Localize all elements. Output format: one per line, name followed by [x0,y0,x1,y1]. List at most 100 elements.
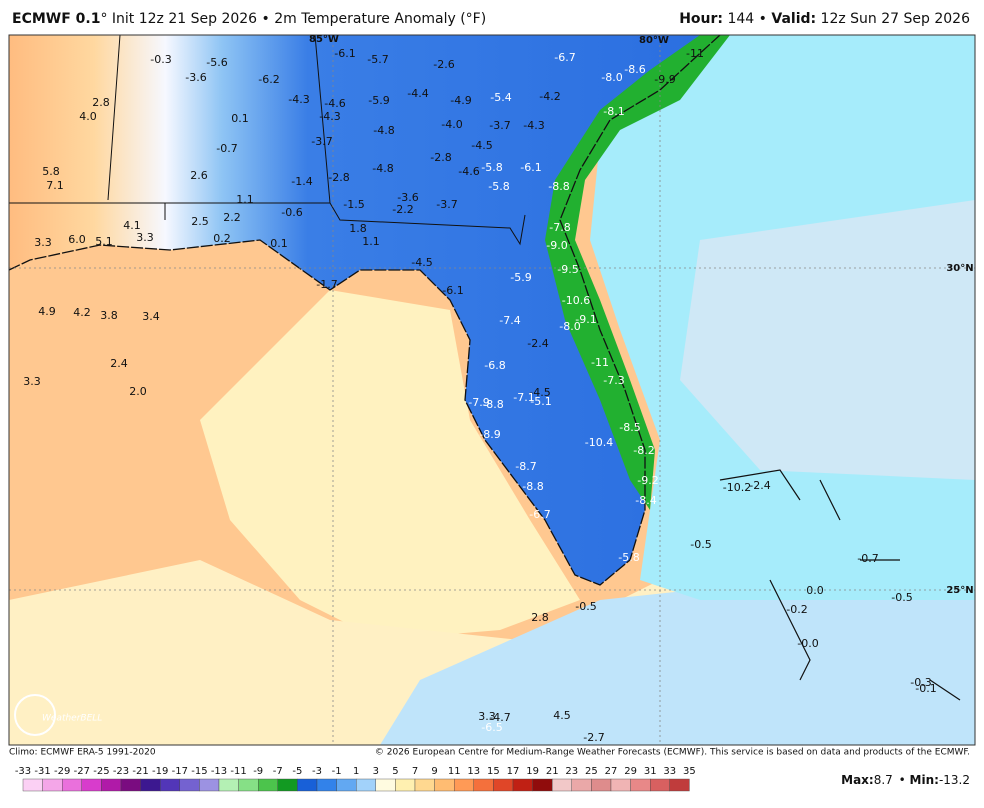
climo: Climo: ECMWF ERA-5 1991-2020 [9,748,156,758]
gulf-east [200,290,580,640]
anomaly-label: -6.2 [258,73,279,86]
anomaly-label: -6.8 [484,359,505,372]
anomaly-label: 3.4 [142,310,160,323]
colorbar-swatch [610,778,631,792]
anomaly-label: -4.5 [471,139,492,152]
anomaly-label: -0.7 [857,552,878,565]
colorbar-label: 1 [353,766,359,777]
colorbar-swatch [199,778,220,792]
caribbean [380,560,975,745]
anomaly-label: -10.2 [723,481,751,494]
max-min: Max:8.7 • Min:-13.2 [841,773,970,787]
colorbar-label: 29 [624,766,637,777]
header-right: Hour: 144 • Valid: 12z Sun 27 Sep 2026 [679,11,970,27]
anomaly-label: -2.8 [328,171,349,184]
colorbar-label: 33 [663,766,676,777]
anomaly-label: -9.5 [557,263,578,276]
anomaly-label: -7.8 [549,221,570,234]
anomaly-label: -0.6 [281,206,302,219]
colorbar-swatch [336,778,357,792]
anomaly-label: -7.3 [603,374,624,387]
anomaly-label: -8.8 [482,398,503,411]
atlantic-band [680,200,975,480]
valid-label: Valid: [771,11,816,27]
colorbar-swatch [22,778,43,792]
anomaly-label: -7.9 [468,396,489,409]
anomaly-label: -4.8 [372,162,393,175]
anomaly-label: -3.6 [185,71,206,84]
colorbar-label: 15 [487,766,500,777]
colorbar-label: -15 [191,766,207,777]
anomaly-label: -6.1 [442,284,463,297]
colorbar-swatch [512,778,533,792]
anomaly-label: -6.1 [334,47,355,60]
anomaly-label: 4.5 [553,709,571,722]
anomaly-label: -4.6 [458,165,479,178]
anomaly-label: 3.3 [34,236,52,249]
anomaly-label: 4.9 [38,305,56,318]
colorbar-label: -25 [93,766,109,777]
colorbar-label: 17 [507,766,520,777]
anomaly-label: -0.3 [910,676,931,689]
anomaly-label: -9.2 [637,474,658,487]
anomaly-label: -2.4 [527,337,548,350]
anomaly-label: 1.1 [236,193,254,206]
colorbar-swatch [375,778,396,792]
anomaly-label: -1.5 [343,198,364,211]
colorbar-swatch [81,778,102,792]
anomaly-label: -3.6 [397,191,418,204]
anomaly-label: 0.0 [806,584,824,597]
colorbar-label: 9 [431,766,437,777]
anomaly-label: -8.5 [619,421,640,434]
anomaly-label: -8.9 [479,428,500,441]
anomaly-label: -5.8 [618,551,639,564]
colorbar-swatch [669,778,690,792]
anomaly-label: -0.1 [915,682,936,695]
anomaly-label: 3.3 [23,375,41,388]
colorbar-label: 25 [585,766,598,777]
anomaly-label: -7.4 [499,314,520,327]
anomaly-label: -11 [591,356,609,369]
logo-globe [14,694,56,736]
anomaly-label: 2.0 [129,385,147,398]
colorbar-swatch [552,778,573,792]
anomaly-label: -4.3 [288,93,309,106]
grid-label: 85°W [309,34,339,45]
colorbar-swatch [159,778,180,792]
colorbar-label: -13 [211,766,227,777]
coastline [8,34,721,586]
colorbar-label: 23 [565,766,578,777]
logo: WeatherBELL [42,714,102,724]
anomaly-label: -4.6 [324,97,345,110]
anomaly-label: -4.5 [529,386,550,399]
colorbar-label: 19 [526,766,539,777]
anomaly-label: -6.7 [554,51,575,64]
grid-label: 25°N [946,585,973,596]
anomaly-label: -9.9 [654,73,675,86]
anomaly-label: 5.1 [95,235,113,248]
colorbar-label: 3 [373,766,379,777]
colorbar-label: -17 [172,766,188,777]
anomaly-label: -8.2 [633,444,654,457]
colorbar-swatch [454,778,475,792]
anomaly-label: -2.7 [583,731,604,744]
anomaly-label: 2.4 [110,357,128,370]
anomaly-label: -2.8 [430,151,451,164]
colorbar-swatch [179,778,200,792]
anomaly-label: -4.3 [319,110,340,123]
max: 8.7 [874,773,893,787]
anomaly-label: -0.5 [690,538,711,551]
anomaly-label: 4.0 [79,110,97,123]
colorbar-label: -1 [332,766,342,777]
anomaly-label: 2.2 [223,211,241,224]
colorbar-swatch [395,778,416,792]
colorbar-label: 31 [644,766,657,777]
anomaly-label: -2.2 [392,203,413,216]
colorbar-label: -21 [132,766,148,777]
anomaly-label: 0.2 [213,232,231,245]
anomaly-label: -5.9 [368,94,389,107]
anomaly-label: 0.1 [231,112,249,125]
state-borders [9,34,526,246]
anomaly-label: 7.1 [46,179,64,192]
valid: 12z Sun 27 Sep 2026 [816,11,970,27]
